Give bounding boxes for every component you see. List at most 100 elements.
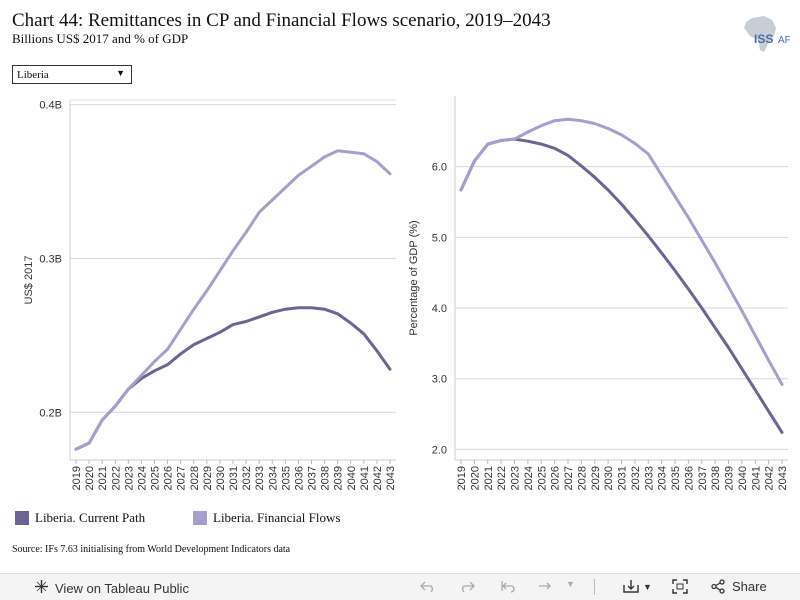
x-tick-label: 2032 — [630, 466, 642, 490]
y-tick-label: 4.0 — [432, 303, 447, 315]
redo-icon — [462, 581, 475, 593]
tableau-toolbar: View on Tableau Public ▼ ▼ Share — [0, 573, 800, 600]
y-tick-label: 0.3B — [39, 253, 62, 265]
legend-label-current-path: Liberia. Current Path — [35, 510, 146, 525]
x-tick-label: 2033 — [643, 466, 655, 490]
x-tick-label: 2043 — [385, 466, 397, 490]
x-tick-label: 2039 — [724, 466, 736, 490]
fullscreen-icon — [672, 579, 688, 594]
x-tick-label: 2034 — [657, 466, 669, 490]
x-tick-label: 2020 — [469, 466, 481, 490]
chart-usd: 0.2B 0.3B 0.4B US$ 2017 2019 2020 2021 2022 2023… — [23, 99, 397, 490]
x-tick-label: 2026 — [163, 466, 175, 490]
legend-financial-flows[interactable]: Liberia. Financial Flows — [193, 510, 340, 526]
caret-down-icon: ▼ — [643, 581, 652, 592]
x-tick-label: 2032 — [241, 466, 253, 490]
logo-suffix: AFI — [778, 35, 790, 46]
x-tick-label: 2037 — [307, 466, 319, 490]
x-tick-label: 2034 — [267, 466, 279, 490]
x-tick-label: 2042 — [764, 466, 776, 490]
x-tick-label: 2041 — [359, 466, 371, 490]
x-tick-label: 2029 — [590, 466, 602, 490]
x-tick-label: 2024 — [523, 466, 535, 490]
x-tick-label: 2038 — [710, 466, 722, 490]
x-tick-label: 2043 — [777, 466, 789, 490]
x-tick-label: 2037 — [697, 466, 709, 490]
fullscreen-button[interactable] — [672, 579, 688, 594]
x-tick-label: 2036 — [683, 466, 695, 490]
country-select-value: Liberia — [17, 69, 49, 81]
legend-current-path[interactable]: Liberia. Current Path — [15, 510, 145, 526]
x-tick-label: 2021 — [97, 466, 109, 490]
x-tick-label: 2021 — [483, 466, 495, 490]
share-label: Share — [732, 579, 767, 594]
chart-pct-gdp: 2.0 3.0 4.0 5.0 6.0 Percentage of GDP (%) 2019… — [408, 96, 789, 490]
x-tick-label: 2020 — [84, 466, 96, 490]
x-tick-label: 2035 — [670, 466, 682, 490]
y-axis-title: Percentage of GDP (%) — [408, 220, 420, 335]
refresh-icon — [539, 582, 551, 590]
x-tick-label: 2039 — [333, 466, 345, 490]
x-tick-label: 2026 — [550, 466, 562, 490]
x-tick-label: 2027 — [563, 466, 575, 490]
y-tick-label: 0.2B — [39, 407, 62, 419]
x-tick-label: 2019 — [456, 466, 468, 490]
view-on-tableau-button[interactable]: View on Tableau Public — [34, 579, 189, 597]
x-tick-label: 2038 — [320, 466, 332, 490]
toolbar-divider — [594, 579, 595, 595]
series-line-current-path[interactable] — [74, 306, 392, 451]
y-tick-label: 3.0 — [432, 374, 447, 386]
share-icon — [711, 579, 725, 594]
x-tick-label: 2028 — [576, 466, 588, 490]
x-tick-label: 2030 — [215, 466, 227, 490]
series-line-financial-flows[interactable] — [459, 117, 784, 386]
undo-icon — [420, 581, 433, 593]
legend-label-financial-flows: Liberia. Financial Flows — [213, 510, 341, 525]
x-tick-label: 2023 — [123, 466, 135, 490]
x-tick-label: 2036 — [293, 466, 305, 490]
chart-subtitle: Billions US$ 2017 and % of GDP — [12, 31, 189, 46]
caret-down-icon: ▼ — [566, 579, 575, 589]
y-tick-label: 6.0 — [432, 162, 447, 174]
x-tick-label: 2025 — [150, 466, 162, 490]
y-axis-title: US$ 2017 — [23, 256, 35, 305]
revert-button[interactable] — [498, 579, 516, 593]
x-tick-label: 2042 — [372, 466, 384, 490]
x-tick-label: 2031 — [228, 466, 240, 490]
y-tick-label: 0.4B — [39, 100, 62, 112]
view-on-tableau-label: View on Tableau Public — [55, 580, 189, 596]
x-tick-label: 2028 — [189, 466, 201, 490]
undo-button[interactable] — [419, 579, 437, 593]
country-select[interactable]: Liberia ▼ — [12, 65, 132, 84]
x-tick-label: 2030 — [603, 466, 615, 490]
series-line-financial-flows[interactable] — [74, 149, 392, 451]
x-tick-label: 2019 — [71, 466, 83, 490]
x-tick-label: 2035 — [280, 466, 292, 490]
logo-text: ISS — [754, 32, 773, 46]
y-tick-label: 5.0 — [432, 232, 447, 244]
x-tick-label: 2040 — [346, 466, 358, 490]
x-tick-label: 2022 — [110, 466, 122, 490]
redo-button[interactable] — [458, 579, 476, 593]
pause-dropdown[interactable]: ▼ — [566, 579, 575, 589]
download-icon — [623, 580, 639, 593]
revert-icon — [501, 581, 515, 593]
tableau-logo-icon — [34, 579, 49, 597]
x-tick-label: 2025 — [536, 466, 548, 490]
share-button[interactable]: Share — [710, 579, 767, 594]
legend-swatch-current-path — [15, 511, 29, 525]
x-tick-label: 2031 — [617, 466, 629, 490]
x-tick-label: 2029 — [202, 466, 214, 490]
source-note: Source: IFs 7.63 initialising from World… — [12, 544, 291, 555]
x-tick-label: 2022 — [496, 466, 508, 490]
download-button[interactable]: ▼ — [622, 579, 652, 594]
series-line-current-path[interactable] — [459, 137, 784, 434]
x-tick-label: 2041 — [750, 466, 762, 490]
refresh-button[interactable] — [536, 579, 554, 593]
legend-swatch-financial-flows — [193, 511, 207, 525]
x-tick-label: 2024 — [136, 466, 148, 490]
chart-title: Chart 44: Remittances in CP and Financia… — [12, 10, 551, 31]
iss-logo: ISS AFI — [738, 14, 794, 54]
y-tick-label: 2.0 — [432, 444, 447, 456]
x-tick-label: 2033 — [254, 466, 266, 490]
